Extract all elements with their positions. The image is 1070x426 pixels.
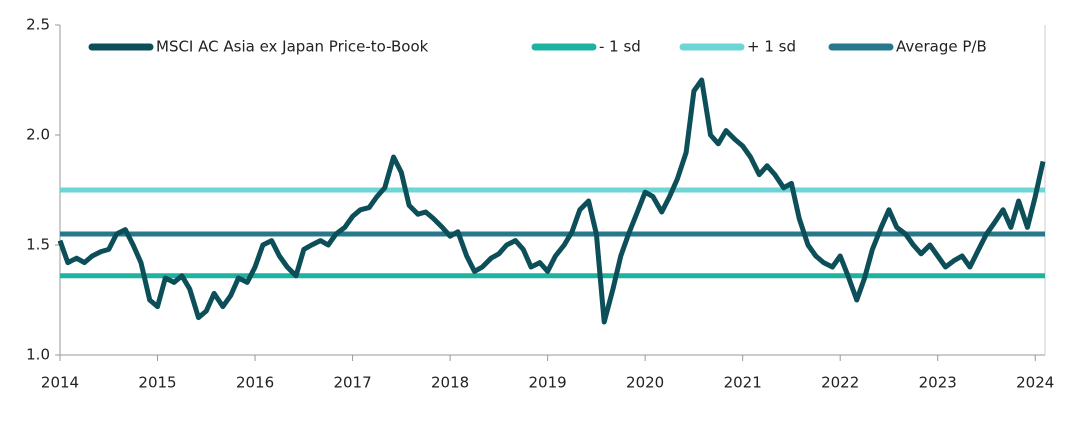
x-tick-label: 2017 <box>333 374 371 392</box>
x-tick-label: 2023 <box>919 374 957 392</box>
y-tick-label: 2.0 <box>26 126 50 144</box>
y-tick-label: 2.5 <box>26 16 50 34</box>
x-tick-label: 2016 <box>236 374 274 392</box>
x-tick-label: 2018 <box>431 374 469 392</box>
x-tick-label: 2019 <box>529 374 567 392</box>
x-tick-label: 2014 <box>41 374 79 392</box>
x-tick-label: 2020 <box>626 374 664 392</box>
legend-label: - 1 sd <box>599 38 641 56</box>
x-tick-label: 2022 <box>821 374 859 392</box>
y-tick-label: 1.5 <box>26 236 50 254</box>
x-tick-label: 2015 <box>138 374 176 392</box>
x-tick-label: 2021 <box>724 374 762 392</box>
legend-label: MSCI AC Asia ex Japan Price-to-Book <box>156 38 429 56</box>
y-tick-label: 1.0 <box>26 346 50 364</box>
x-tick-label: 2024 <box>1016 374 1054 392</box>
legend-label: + 1 sd <box>747 38 796 56</box>
price-to-book-line <box>57 77 1046 325</box>
legend-label: Average P/B <box>896 38 987 56</box>
